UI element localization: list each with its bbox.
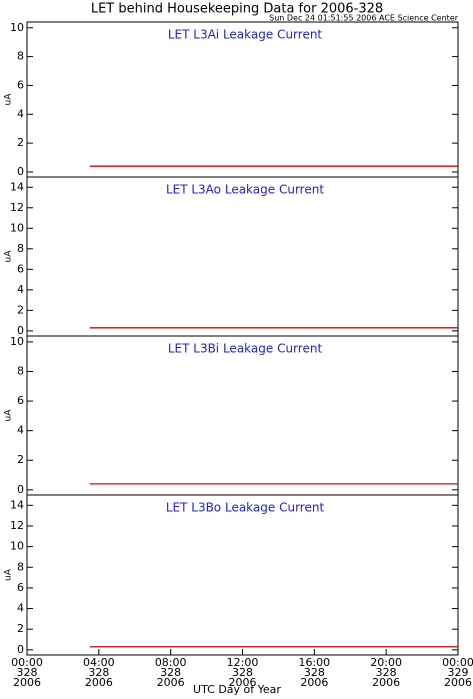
panel-title: LET L3Bi Leakage Current [168, 342, 323, 356]
y-tick-label: 6 [17, 581, 24, 594]
panel-title: LET L3Ao Leakage Current [166, 183, 324, 197]
y-tick-label: 4 [17, 107, 24, 120]
y-tick-label: 12 [10, 519, 24, 532]
y-tick-label: 4 [17, 283, 24, 296]
y-tick-label: 2 [17, 303, 24, 316]
y-tick-label: 4 [17, 424, 24, 437]
y-tick-label: 8 [17, 364, 24, 377]
y-tick-label: 14 [10, 498, 24, 511]
x-tick-label: 20:00 [370, 656, 402, 669]
x-tick-label: 2006 [300, 676, 328, 689]
y-tick-label: 0 [17, 165, 24, 178]
y-tick-label: 0 [17, 324, 24, 337]
y-tick-label: 2 [17, 622, 24, 635]
y-axis-label: uA [4, 93, 14, 106]
x-axis-label: UTC Day of Year [193, 683, 281, 696]
x-tick-label: 16:00 [298, 656, 330, 669]
y-tick-label: 8 [17, 560, 24, 573]
x-tick-label: 328 [17, 666, 38, 679]
y-tick-label: 0 [17, 483, 24, 496]
panel-title: LET L3Ai Leakage Current [168, 28, 323, 42]
y-axis-label: uA [4, 409, 14, 422]
y-tick-label: 2 [17, 136, 24, 149]
plot-frame [26, 494, 459, 656]
y-tick-label: 4 [17, 602, 24, 615]
x-tick-label: 2006 [444, 676, 472, 689]
y-tick-label: 14 [10, 180, 24, 193]
x-tick-label: 329 [448, 666, 469, 679]
x-tick-label: 00:00 [442, 656, 473, 669]
page-subtitle: Sun Dec 24 01:51:55 2006 ACE Science Cen… [269, 14, 459, 23]
page-title: LET behind Housekeeping Data for 2006-32… [91, 2, 383, 17]
x-tick-label: 04:00 [83, 656, 115, 669]
x-tick-label: 12:00 [227, 656, 259, 669]
y-tick-label: 10 [10, 21, 24, 34]
y-tick-label: 8 [17, 50, 24, 63]
x-tick-label: 328 [88, 666, 109, 679]
y-tick-label: 6 [17, 394, 24, 407]
x-tick-label: 2006 [85, 676, 113, 689]
y-tick-label: 0 [17, 643, 24, 656]
y-tick-label: 6 [17, 78, 24, 91]
y-tick-label: 10 [10, 540, 24, 553]
x-tick-label: 2006 [229, 676, 257, 689]
y-tick-label: 12 [10, 201, 24, 214]
x-tick-label: 328 [376, 666, 397, 679]
plot-frame [26, 176, 459, 337]
x-tick-label: 328 [304, 666, 325, 679]
x-tick-label: 08:00 [155, 656, 187, 669]
y-tick-label: 6 [17, 262, 24, 275]
x-tick-label: 328 [160, 666, 181, 679]
x-tick-label: 2006 [13, 676, 41, 689]
x-tick-label: 328 [232, 666, 253, 679]
x-tick-label: 2006 [372, 676, 400, 689]
panel-title: LET L3Bo Leakage Current [166, 501, 325, 515]
y-tick-label: 2 [17, 453, 24, 466]
plot-frame [26, 335, 459, 496]
x-tick-label: 00:00 [11, 656, 43, 669]
y-tick-label: 10 [10, 335, 24, 348]
y-tick-label: 8 [17, 242, 24, 255]
plot-frame [26, 21, 459, 178]
x-tick-label: 2006 [157, 676, 185, 689]
y-axis-label: uA [4, 568, 14, 581]
y-tick-label: 10 [10, 221, 24, 234]
y-axis-label: uA [4, 250, 14, 263]
